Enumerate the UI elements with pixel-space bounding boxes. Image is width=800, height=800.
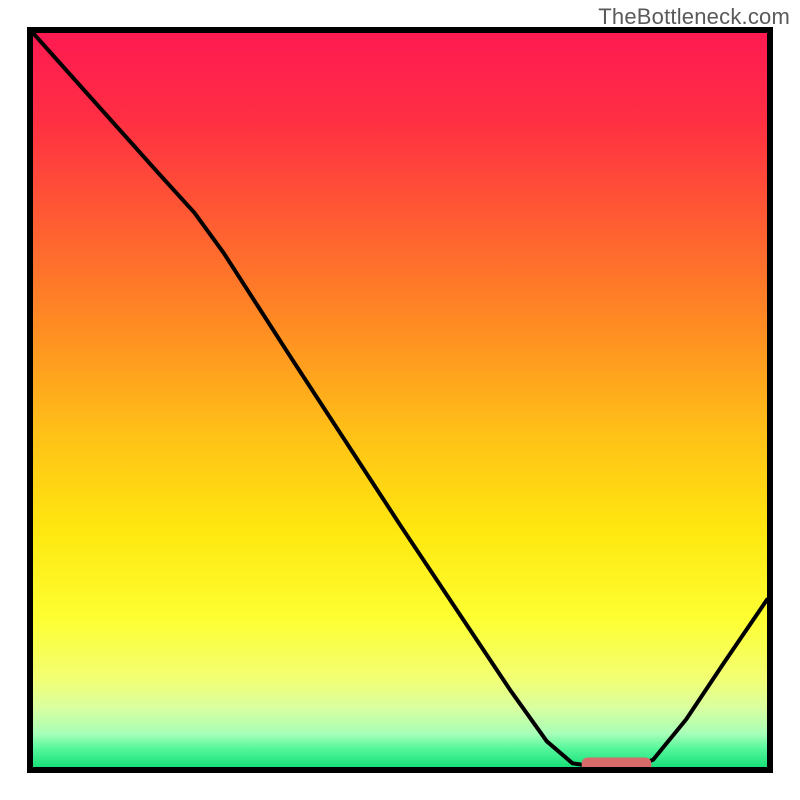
gradient-background — [33, 33, 767, 767]
stage: TheBottleneck.com — [0, 0, 800, 800]
chart-svg — [0, 0, 800, 800]
watermark-text: TheBottleneck.com — [598, 4, 790, 30]
